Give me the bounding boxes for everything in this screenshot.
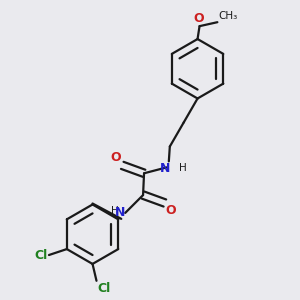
Text: N: N — [115, 206, 125, 219]
Text: O: O — [193, 12, 204, 25]
Text: Cl: Cl — [98, 282, 111, 295]
Text: O: O — [111, 152, 121, 164]
Text: O: O — [166, 204, 176, 217]
Text: H: H — [179, 164, 187, 173]
Text: Cl: Cl — [35, 248, 48, 262]
Text: H: H — [110, 206, 118, 216]
Text: N: N — [159, 162, 170, 176]
Text: CH₃: CH₃ — [218, 11, 238, 21]
